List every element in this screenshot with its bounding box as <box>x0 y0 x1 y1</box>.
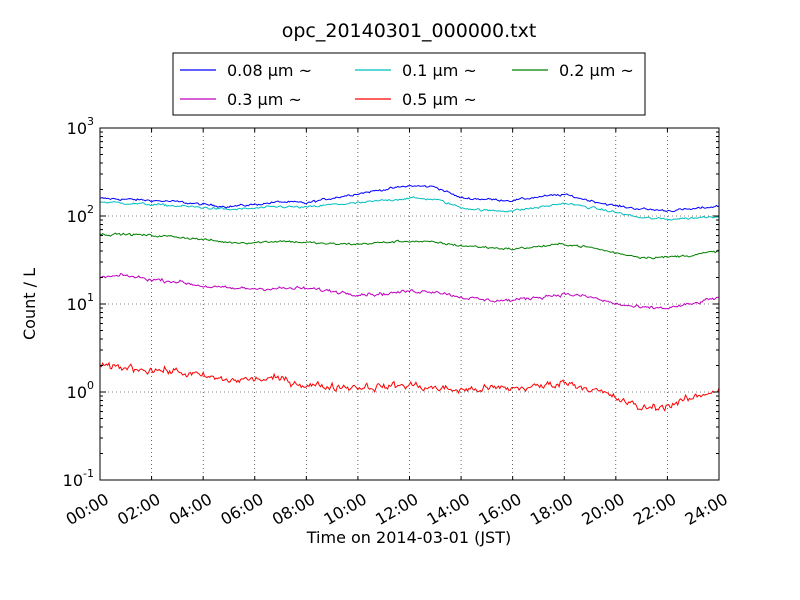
legend-label-4: 0.5 μm ~ <box>402 90 477 109</box>
y-tick-label: 102 <box>67 203 94 226</box>
grid <box>100 128 719 480</box>
y-tick-label: 100 <box>67 379 94 402</box>
legend-label-0: 0.08 μm ~ <box>227 61 312 80</box>
y-tick-label: 101 <box>67 291 94 314</box>
series-line-1 <box>99 195 720 221</box>
series-line-3 <box>99 273 720 310</box>
y-tick-label: 10-1 <box>63 467 94 490</box>
legend-box <box>172 52 646 116</box>
legend-label-2: 0.2 μm ~ <box>559 61 634 80</box>
y-tick-labels: 10-1 100 101 102 103 <box>63 115 94 490</box>
chart-title: opc_20140301_000000.txt <box>282 20 537 42</box>
series-layer <box>99 184 720 412</box>
legend-label-3: 0.3 μm ~ <box>227 90 302 109</box>
legend-label-1: 0.1 μm ~ <box>402 61 477 80</box>
plot-area <box>99 127 720 481</box>
legend: 0.08 μm ~ 0.1 μm ~ 0.2 μm ~ 0.3 μm ~ 0.5 μm … <box>172 52 646 116</box>
x-axis-label: Time on 2014-03-01 (JST) <box>306 528 511 547</box>
ticks <box>99 127 720 481</box>
series-line-0 <box>99 184 720 213</box>
series-line-2 <box>99 232 720 260</box>
y-tick-label: 103 <box>67 115 94 138</box>
series-line-4 <box>99 361 720 412</box>
y-axis-label: Count / L <box>20 268 39 340</box>
